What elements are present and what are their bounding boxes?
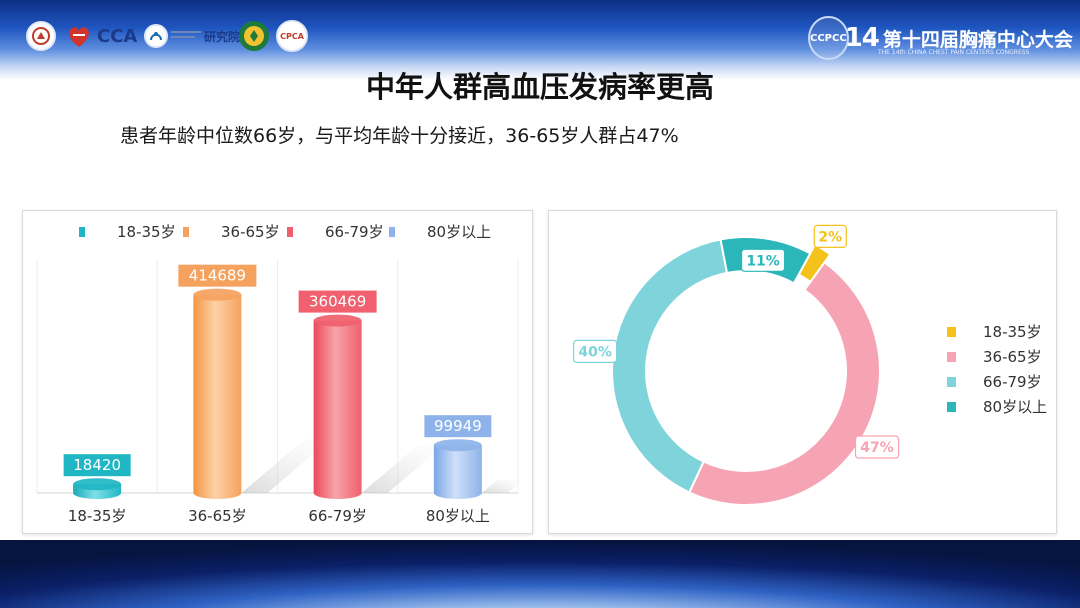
bar-cap — [433, 439, 482, 452]
x-tick-label: 66-79岁 — [308, 507, 367, 525]
legend-label: 80岁以上 — [983, 398, 1047, 416]
x-tick-label: 18-35岁 — [68, 507, 127, 525]
data-label: 360469 — [309, 293, 366, 311]
legend-swatch — [947, 327, 956, 337]
donut-label-box — [740, 248, 786, 272]
data-label: 99949 — [434, 417, 482, 435]
bar-shadow — [361, 446, 443, 493]
page-title: 中年人群高血压发病率更高 — [365, 70, 714, 104]
bar-chart-panel: 18420 414689 360469 99949 18-35岁 36-65岁 66-79… — [22, 210, 533, 534]
footer-band — [0, 540, 1080, 608]
legend-label: 18-35岁 — [117, 223, 176, 241]
data-label-box — [178, 264, 257, 287]
seal-icon — [26, 21, 56, 51]
legend-label: 36-65岁 — [221, 223, 280, 241]
legend-swatch — [389, 227, 395, 237]
cca-logo: CCA — [64, 20, 137, 52]
legend-label: 66-79岁 — [325, 223, 384, 241]
legend-swatch — [947, 402, 956, 412]
page-subtitle: 患者年龄中位数66岁，与平均年龄十分接近，36-65岁人群占47% — [120, 125, 679, 147]
donut-label-box — [573, 339, 618, 363]
donut-data-label: 2% — [818, 229, 842, 245]
bar — [433, 445, 482, 499]
bar-cap — [193, 288, 242, 301]
donut-chart: 2% 47% 40% 11% 18-35岁 36-65岁 66-79岁 80岁以上 — [573, 224, 1047, 506]
donut-data-label: 11% — [746, 253, 780, 269]
donut-label-box — [813, 224, 847, 248]
bar-cap — [73, 478, 122, 491]
donut-segment — [611, 238, 729, 494]
seal-icon — [239, 21, 269, 51]
legend-swatch — [947, 377, 956, 387]
heart-icon — [69, 27, 89, 47]
donut-data-label: 47% — [860, 440, 894, 456]
institute-icon — [144, 24, 168, 48]
bar-cap — [313, 314, 362, 327]
legend-label: 18-35岁 — [983, 323, 1042, 341]
legend-label: 80岁以上 — [427, 223, 491, 241]
data-label-box — [424, 415, 492, 438]
donut-data-label: 40% — [578, 344, 612, 360]
institute-logo: 研究院 — [144, 20, 240, 52]
data-label: 414689 — [189, 267, 246, 285]
bar — [193, 294, 242, 499]
org-seal-logo — [26, 20, 56, 52]
legend-swatch — [287, 227, 293, 237]
bar-chart: 18420 414689 360469 99949 18-35岁 36-65岁 66-79… — [36, 223, 524, 525]
donut-chart-panel: 2% 47% 40% 11% 18-35岁 36-65岁 66-79岁 80岁以上 — [548, 210, 1057, 534]
legend-swatch — [79, 227, 85, 237]
data-label-box — [298, 290, 377, 313]
ccpcc-ring-icon: CCPCC — [808, 16, 849, 60]
bar — [313, 320, 362, 499]
donut-label-box — [854, 435, 900, 459]
bar-shadow — [241, 439, 331, 493]
header-band — [0, 0, 1080, 80]
legend-swatch — [183, 227, 189, 237]
donut-segment — [687, 260, 881, 506]
legend-label: 66-79岁 — [983, 373, 1042, 391]
data-label-box — [63, 454, 131, 477]
cpca-logo: CPCA — [276, 20, 308, 52]
congress-brand: CCPCC 14 第十四届胸痛中心大会 THE 14th CHINA CHEST… — [808, 14, 1073, 62]
bar-shadow — [481, 479, 524, 493]
x-tick-label: 80岁以上 — [426, 507, 490, 525]
legend-swatch — [947, 352, 956, 362]
institute-small-print-icon — [171, 30, 201, 38]
cpca-icon: CPCA — [276, 20, 308, 52]
legend-label: 36-65岁 — [983, 348, 1042, 366]
data-label: 18420 — [73, 456, 121, 474]
green-seal-logo — [238, 20, 270, 52]
x-tick-label: 36-65岁 — [188, 507, 247, 525]
